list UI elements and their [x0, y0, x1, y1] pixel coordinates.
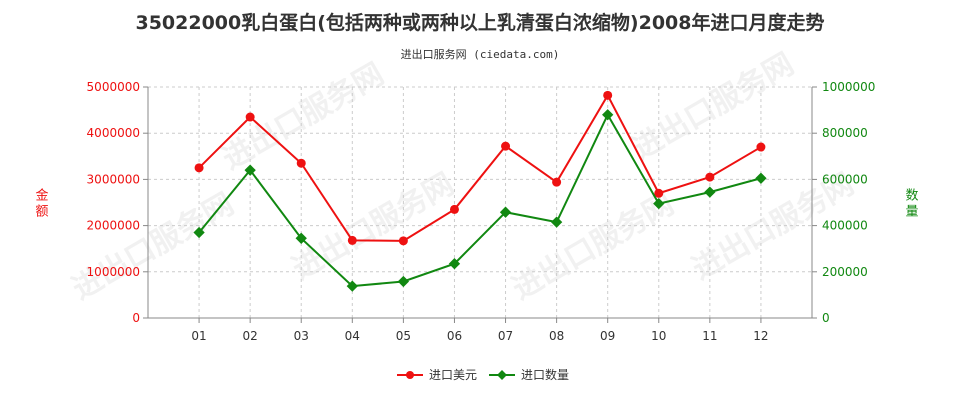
series-2-point [397, 275, 410, 288]
x-tick-label: 01 [191, 329, 206, 343]
legend-label-1: 进口美元 [429, 368, 477, 382]
series-1-point [347, 235, 357, 245]
y-right-tick-label: 1000000 [822, 80, 875, 94]
series-1-point [552, 177, 562, 187]
series-2-point [295, 232, 307, 244]
legend-marker-1 [406, 371, 414, 379]
y-right-tick-label: 0 [822, 311, 830, 325]
series-1-point [296, 158, 306, 168]
y-right-axis-title: 数 [905, 189, 918, 204]
series-2-point [193, 226, 205, 239]
legend-label-2: 进口数量 [521, 367, 569, 382]
y-left-tick-label: 0 [132, 311, 140, 325]
axes: 0100000020000003000000400000050000000200… [35, 80, 918, 343]
series-2-point [653, 197, 665, 210]
series-2-point [550, 216, 563, 228]
x-tick-label: 08 [549, 329, 564, 343]
series [193, 90, 767, 292]
series-1-point [245, 112, 255, 122]
series-1-point [603, 90, 613, 100]
chart-title: 35022000乳白蛋白(包括两种或两种以上乳清蛋白浓缩物)2008年进口月度走… [135, 12, 825, 34]
y-left-tick-label: 5000000 [87, 80, 140, 94]
y-right-tick-label: 600000 [822, 172, 868, 186]
series-2-point [346, 280, 358, 292]
y-left-axis-title: 金 [35, 188, 48, 204]
y-right-tick-label: 200000 [822, 265, 868, 279]
x-tick-label: 02 [243, 329, 258, 343]
x-tick-label: 11 [702, 329, 717, 343]
watermark-text: 进出口服务网 [67, 187, 240, 307]
x-tick-label: 12 [753, 329, 768, 343]
y-left-axis-title: 额 [35, 205, 48, 220]
series-1-point [501, 141, 511, 151]
series-1-point [756, 142, 766, 152]
watermark-text: 进出口服务网 [507, 187, 680, 307]
y-right-axis-title: 量 [905, 205, 918, 220]
series-1-point [449, 204, 459, 214]
watermark-text: 进出口服务网 [627, 47, 800, 167]
x-tick-label: 09 [600, 329, 615, 343]
x-tick-label: 07 [498, 329, 513, 343]
series-line-1 [198, 93, 762, 242]
series-2-point [602, 109, 614, 121]
chart-subtitle: 进出口服务网 (ciedata.com) [400, 48, 560, 61]
series-1-point [194, 163, 204, 173]
x-tick-label: 03 [294, 329, 309, 343]
series-2-point [244, 164, 256, 176]
series-2-point [704, 186, 716, 198]
x-tick-label: 04 [345, 329, 360, 343]
series-1-point [705, 172, 715, 182]
y-right-tick-label: 400000 [822, 219, 868, 233]
series-2-point [448, 258, 461, 270]
legend-marker-2 [497, 370, 507, 380]
series-1-point [398, 236, 408, 246]
series-line-2 [198, 112, 762, 288]
watermark-text: 进出口服务网 [287, 167, 460, 287]
legend: 进口美元 进口数量 [397, 367, 569, 382]
x-tick-label: 06 [447, 329, 462, 343]
series-2-point [499, 206, 512, 218]
watermark-text: 进出口服务网 [217, 57, 390, 177]
series-1-point [654, 188, 664, 198]
y-right-tick-label: 800000 [822, 126, 868, 140]
x-tick-label: 05 [396, 329, 411, 343]
y-left-tick-label: 2000000 [87, 219, 140, 233]
y-left-tick-label: 4000000 [87, 126, 140, 140]
x-tick-label: 10 [651, 329, 666, 343]
y-left-tick-label: 1000000 [87, 265, 140, 279]
y-left-tick-label: 3000000 [87, 172, 140, 186]
series-2-point [755, 172, 767, 184]
